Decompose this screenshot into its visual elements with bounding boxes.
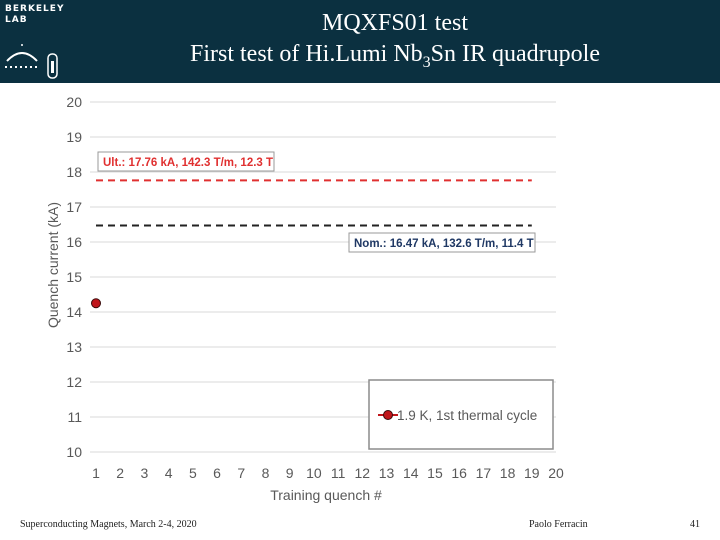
y-tick-label: 20 bbox=[66, 94, 82, 110]
y-tick-label: 19 bbox=[66, 129, 82, 145]
y-tick-label: 10 bbox=[66, 444, 82, 460]
y-tick-label: 16 bbox=[66, 234, 82, 250]
y-tick-label: 15 bbox=[66, 269, 82, 285]
footer-conference: Superconducting Magnets, March 2-4, 2020 bbox=[20, 519, 197, 530]
data-point bbox=[91, 298, 101, 309]
x-axis-label: Training quench # bbox=[270, 487, 382, 503]
footer-author: Paolo Ferracin bbox=[529, 519, 588, 530]
x-tick-label: 1 bbox=[92, 465, 100, 481]
legend-box bbox=[368, 379, 554, 450]
x-tick-label: 8 bbox=[262, 465, 270, 481]
y-tick-label: 18 bbox=[66, 164, 82, 180]
legend: 1.9 K, 1st thermal cycle bbox=[368, 379, 554, 450]
x-tick-label: 14 bbox=[403, 465, 419, 481]
nominal-label: Nom.: 16.47 kA, 132.6 T/m, 11.4 T bbox=[354, 238, 534, 250]
nominal-label-box bbox=[348, 232, 536, 253]
x-tick-label: 9 bbox=[286, 465, 294, 481]
y-axis-label: Quench current (kA) bbox=[45, 202, 61, 328]
y-tick-label: 11 bbox=[67, 409, 82, 425]
x-tick-label: 7 bbox=[237, 465, 245, 481]
x-tick-label: 4 bbox=[165, 465, 173, 481]
quench-training-chart: Ult.: 17.76 kA, 142.3 T/m, 12.3 T Nom.: 1… bbox=[45, 94, 564, 503]
slide-title-line-1: MQXFS01 test bbox=[321, 10, 469, 36]
ultimate-label-box bbox=[97, 151, 275, 172]
slide-title: MQXFS01 test First test of Hi.Lumi Nb3Sn… bbox=[130, 8, 660, 78]
x-tick-label: 20 bbox=[548, 465, 564, 481]
berkeley-lab-building-icon bbox=[5, 44, 58, 79]
x-tick-label: 18 bbox=[500, 465, 516, 481]
reference-lines: Ult.: 17.76 kA, 142.3 T/m, 12.3 T Nom.: 1… bbox=[96, 151, 536, 253]
x-tick-label: 3 bbox=[141, 465, 149, 481]
legend-marker bbox=[383, 410, 393, 420]
y-tick-label: 13 bbox=[66, 339, 82, 355]
footer-page-number: 41 bbox=[690, 519, 700, 530]
title-text-part: First test of Hi.Lumi Nb bbox=[190, 41, 423, 67]
x-tick-label: 2 bbox=[116, 465, 124, 481]
x-tick-label: 6 bbox=[213, 465, 221, 481]
y-tick-label: 14 bbox=[66, 304, 82, 320]
x-tick-label: 17 bbox=[476, 465, 492, 481]
x-tick-label: 13 bbox=[379, 465, 395, 481]
ultimate-label: Ult.: 17.76 kA, 142.3 T/m, 12.3 T bbox=[103, 157, 273, 169]
data-series bbox=[91, 298, 101, 309]
y-tick-label: 12 bbox=[66, 374, 82, 390]
x-tick-label: 16 bbox=[451, 465, 467, 481]
x-tick-label: 15 bbox=[427, 465, 443, 481]
x-tick-label: 10 bbox=[306, 465, 322, 481]
legend-label: 1.9 K, 1st thermal cycle bbox=[397, 408, 537, 423]
slide-title-line-2: First test of Hi.Lumi Nb3Sn IR quadrupol… bbox=[130, 39, 660, 78]
x-tick-label: 11 bbox=[331, 465, 346, 481]
x-tick-label: 12 bbox=[355, 465, 371, 481]
berkeley-lab-logo-text: BERKELEY LAB bbox=[5, 4, 65, 25]
title-subscript: 3 bbox=[422, 53, 431, 71]
slide-header: BERKELEY LAB MQXFS01 test First test of … bbox=[0, 0, 720, 83]
x-tick-label: 19 bbox=[524, 465, 540, 481]
y-tick-label: 17 bbox=[66, 199, 82, 215]
title-text-part: Sn IR quadrupole bbox=[430, 41, 600, 67]
x-tick-label: 5 bbox=[189, 465, 197, 481]
